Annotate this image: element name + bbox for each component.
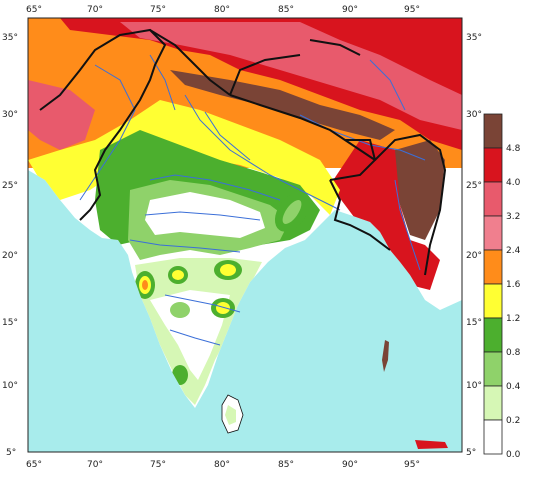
- lat-tick-left: 35°: [2, 33, 18, 43]
- map-plot-area: [28, 18, 462, 452]
- lat-tick-left: 30°: [2, 110, 18, 120]
- legend-label: 0.0: [506, 450, 521, 460]
- spot-1-core: [142, 280, 148, 290]
- lon-tick-top: 85°: [278, 5, 294, 15]
- latitude-ticks-left: 35° 30° 25° 20° 15° 10° 5°: [2, 33, 18, 458]
- lon-tick-bottom: 85°: [278, 460, 294, 470]
- lat-tick-right: 35°: [466, 33, 482, 43]
- andaman-islands: [382, 340, 389, 372]
- lon-tick-top: 75°: [150, 5, 166, 15]
- lon-tick-bottom: 80°: [214, 460, 230, 470]
- legend-label: 1.6: [506, 280, 521, 290]
- lat-tick-left: 20°: [2, 251, 18, 261]
- himalaya-brown: [170, 70, 395, 140]
- lat-tick-right: 25°: [466, 181, 482, 191]
- lon-tick-top: 90°: [342, 5, 358, 15]
- lon-tick-top: 80°: [214, 5, 230, 15]
- lon-tick-top: 65°: [26, 5, 42, 15]
- longitude-ticks-top: 65° 70° 75° 80° 85° 90° 95°: [26, 5, 420, 15]
- northeast-brown: [392, 140, 445, 240]
- rivers: [79, 54, 426, 346]
- legend-swatch: [483, 249, 503, 285]
- lon-tick-bottom: 95°: [404, 460, 420, 470]
- lat-tick-left: 5°: [6, 448, 16, 458]
- legend-label: 0.4: [506, 382, 521, 392]
- legend-swatch: [483, 283, 503, 319]
- latitude-ticks-right: 35° 30° 25° 20° 15° 10° 5°: [466, 33, 482, 458]
- longitude-ticks-bottom: 65° 70° 75° 80° 85° 90° 95°: [26, 460, 420, 470]
- spot-4-mid: [216, 302, 230, 314]
- west-orange-red: [28, 80, 95, 150]
- legend-swatch: [483, 351, 503, 387]
- lon-tick-bottom: 75°: [150, 460, 166, 470]
- spot-5-outer: [170, 302, 190, 318]
- lat-tick-right: 10°: [466, 381, 482, 391]
- lat-tick-right: 15°: [466, 318, 482, 328]
- lon-tick-bottom: 70°: [87, 460, 103, 470]
- legend-label: 4.8: [506, 144, 521, 154]
- legend-label: 3.2: [506, 212, 520, 222]
- legend-swatch: [483, 317, 503, 353]
- legend-swatch: [483, 215, 503, 251]
- legend-swatch: [483, 419, 503, 455]
- lat-tick-right: 30°: [466, 110, 482, 120]
- northeast-red: [330, 140, 440, 290]
- lon-tick-bottom: 90°: [342, 460, 358, 470]
- legend-label: 0.8: [506, 348, 521, 358]
- legend-swatch: [483, 385, 503, 421]
- legend-swatch: [483, 181, 503, 217]
- color-legend: 4.8 4.0 3.2 2.4 1.6 1.2 0.8 0.4 0.2 0.0: [483, 113, 521, 460]
- spot-3-mid: [220, 264, 236, 276]
- legend-swatch: [483, 147, 503, 183]
- legend-label: 1.2: [506, 314, 520, 324]
- lat-tick-left: 25°: [2, 181, 18, 191]
- lat-tick-left: 10°: [2, 381, 18, 391]
- lat-tick-left: 15°: [2, 318, 18, 328]
- legend-label: 0.2: [506, 416, 520, 426]
- map-border: [27, 17, 463, 453]
- legend-label: 2.4: [506, 246, 521, 256]
- lat-tick-right: 20°: [466, 251, 482, 261]
- green-blob-east-inner: [282, 200, 302, 224]
- lon-tick-top: 70°: [87, 5, 103, 15]
- lon-tick-top: 95°: [404, 5, 420, 15]
- north-band-pink: [120, 22, 462, 130]
- south-spot: [415, 440, 448, 449]
- spot-2-mid: [172, 270, 184, 280]
- country-borders: [39, 28, 447, 276]
- sri-lanka-green: [225, 405, 236, 425]
- lat-tick-right: 5°: [466, 448, 476, 458]
- central-white: [145, 192, 265, 238]
- lon-tick-bottom: 65°: [26, 460, 42, 470]
- legend-label: 4.0: [506, 178, 521, 188]
- legend-swatch: [483, 113, 503, 149]
- peninsula-white: [150, 290, 230, 380]
